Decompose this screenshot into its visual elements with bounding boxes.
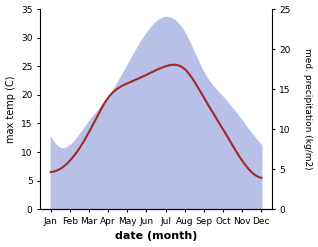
Y-axis label: med. precipitation (kg/m2): med. precipitation (kg/m2)	[303, 48, 313, 170]
Y-axis label: max temp (C): max temp (C)	[5, 75, 16, 143]
X-axis label: date (month): date (month)	[115, 231, 197, 242]
